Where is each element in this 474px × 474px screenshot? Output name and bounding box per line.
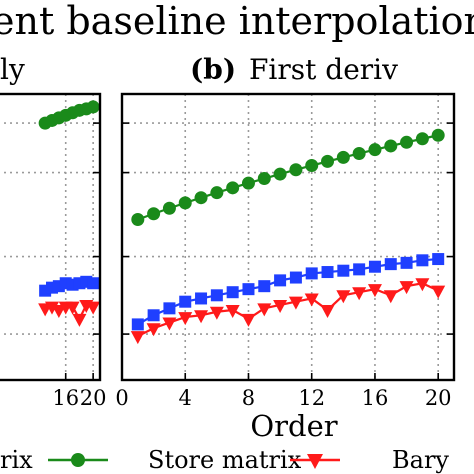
panel-b-data-point bbox=[400, 135, 414, 149]
panel-b-x-tick-label: 20 bbox=[425, 386, 452, 410]
panel-b-data-point bbox=[131, 212, 145, 226]
panel-b-data-point bbox=[226, 286, 239, 299]
legend-label: rix bbox=[0, 446, 33, 474]
panel-b-x-tick-label: 4 bbox=[179, 386, 192, 410]
panel-b-data-point bbox=[305, 267, 318, 280]
panel-b-data-point bbox=[257, 303, 272, 317]
panel-b-data-point bbox=[321, 266, 334, 279]
panel-b-data-point bbox=[209, 306, 224, 320]
panel-b-data-point bbox=[274, 274, 287, 287]
panel-b-data-point bbox=[130, 331, 145, 345]
panel-b-data-point bbox=[178, 196, 192, 210]
panel-b-data-point bbox=[415, 132, 429, 146]
panel-b-data-point bbox=[416, 254, 429, 267]
panel-b-data-point bbox=[162, 317, 177, 331]
panel-b-data-point bbox=[304, 293, 319, 307]
panel-b-data-point bbox=[399, 281, 414, 295]
panel-a-x-tick-label: 20 bbox=[80, 386, 107, 410]
panel-b-data-point bbox=[368, 143, 382, 157]
panel-b-x-tick-label: 0 bbox=[115, 386, 128, 410]
panel-a-data-point bbox=[86, 100, 100, 114]
panel-b-data-point bbox=[273, 299, 288, 313]
panel-b-data-point bbox=[210, 186, 224, 200]
panel-b-data-point bbox=[179, 295, 192, 308]
legend-label: Bary bbox=[392, 446, 449, 474]
panel-a-data-point bbox=[72, 313, 87, 327]
panel-b-data-point bbox=[383, 290, 398, 304]
panel-a-data-point bbox=[65, 301, 80, 315]
panel-a-data-point bbox=[86, 301, 100, 315]
panel-b-data-point bbox=[131, 318, 144, 331]
panel-b-data-point bbox=[273, 167, 287, 181]
panel-b-data-point bbox=[320, 305, 335, 319]
panel-b-plot-frame bbox=[120, 92, 456, 382]
panel-b-data-point bbox=[241, 313, 256, 327]
panel-b-data-point bbox=[147, 207, 161, 221]
panel-b-data-point bbox=[367, 284, 382, 298]
panel-b-data-point bbox=[321, 154, 335, 168]
x-axis-label: Order bbox=[250, 409, 337, 443]
panel-b-data-point bbox=[352, 146, 366, 160]
panel-b: 0 4 8 12 16 20 bbox=[115, 92, 456, 410]
panel-b-data-point bbox=[368, 260, 381, 273]
legend-label: Store matrix bbox=[148, 446, 302, 474]
panel-b-data-point bbox=[225, 305, 240, 319]
panel-b-data-point bbox=[352, 287, 367, 301]
panel-b-data-point bbox=[305, 159, 319, 173]
legend-marker bbox=[307, 454, 323, 469]
panel-b-data-point bbox=[195, 292, 208, 305]
panel-b-data-point bbox=[432, 253, 445, 266]
panel-b-data-point bbox=[336, 150, 350, 164]
panel-a-plot-frame bbox=[0, 92, 102, 382]
panel-b-data-point bbox=[162, 201, 176, 215]
panel-b-data-point bbox=[288, 296, 303, 310]
panel-b-data-point bbox=[258, 280, 271, 293]
panel-b-title: First deriv bbox=[249, 53, 398, 86]
figure-title: ment baseline interpolation bbox=[0, 0, 474, 43]
panel-b-data-point bbox=[163, 302, 176, 315]
panel-b-data-point bbox=[210, 289, 223, 302]
panel-b-label: (b) bbox=[190, 53, 236, 86]
panel-b-data-point bbox=[178, 312, 193, 326]
panel-b-x-tick-label: 8 bbox=[242, 386, 255, 410]
panel-b-data-point bbox=[194, 191, 208, 205]
panel-a: 16 20 bbox=[0, 92, 107, 410]
panel-b-data-point bbox=[226, 181, 240, 195]
panel-b-data-point bbox=[353, 263, 366, 276]
panel-a-data-point bbox=[45, 301, 59, 315]
panel-a-data-point bbox=[87, 277, 100, 290]
panel-b-data-point bbox=[384, 139, 398, 153]
panel-b-x-tick-label: 16 bbox=[362, 386, 389, 410]
panel-b-data-point bbox=[384, 258, 397, 271]
legend: rix Store matrix Bary bbox=[0, 446, 449, 474]
panel-b-data-point bbox=[242, 283, 255, 296]
panel-b-data-point bbox=[289, 271, 302, 284]
panel-b-data-point bbox=[241, 176, 255, 190]
panel-b-data-point bbox=[415, 278, 430, 292]
panel-b-data-point bbox=[147, 309, 160, 322]
panel-b-data-point bbox=[194, 310, 209, 324]
panel-b-data-point bbox=[336, 290, 351, 304]
panel-b-data-point bbox=[431, 128, 445, 142]
panel-b-data-point bbox=[257, 172, 271, 186]
legend-marker bbox=[71, 453, 85, 467]
panel-b-data-point bbox=[431, 285, 446, 299]
panel-a-label: ly bbox=[0, 53, 25, 86]
panel-a-x-tick-label: 16 bbox=[52, 386, 79, 410]
panel-b-data-point bbox=[289, 163, 303, 177]
panel-b-data-point bbox=[337, 264, 350, 277]
panel-b-x-tick-label: 12 bbox=[298, 386, 325, 410]
panel-b-data-point bbox=[146, 323, 161, 337]
panel-b-data-point bbox=[400, 256, 413, 269]
